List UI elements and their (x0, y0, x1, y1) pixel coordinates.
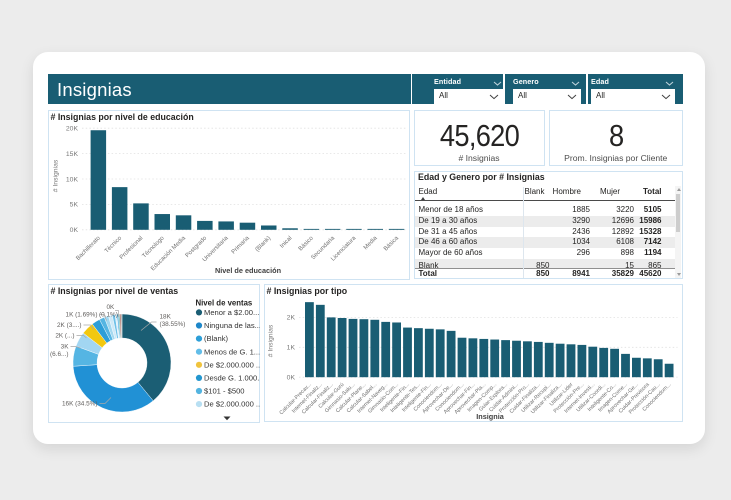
svg-text:Media: Media (363, 235, 379, 251)
svg-text:Inical: Inical (279, 235, 293, 249)
svg-text:3K: 3K (61, 344, 70, 351)
svg-text:1K: 1K (286, 345, 295, 352)
svg-text:18K: 18K (160, 314, 172, 321)
svg-text:De $2.000.000 ...: De $2.000.000 ... (204, 400, 260, 409)
svg-text:5K: 5K (70, 202, 79, 209)
svg-text:Primaria: Primaria (231, 235, 252, 256)
svg-text:10K: 10K (66, 176, 79, 183)
svg-text:15K: 15K (66, 151, 79, 158)
svg-text:Menor a $2.00...: Menor a $2.00... (204, 308, 259, 317)
svg-text:# Insignias por tipo: # Insignias por tipo (266, 286, 347, 296)
svg-text:Ninguna de las...: Ninguna de las... (204, 321, 260, 330)
svg-text:# Insignias por nivel de venta: # Insignias por nivel de ventas (51, 286, 179, 296)
svg-text:2K (...): 2K (...) (55, 333, 74, 340)
svg-text:$101 - $500: $101 - $500 (204, 387, 245, 396)
svg-text:2K (3....): 2K (3....) (57, 322, 82, 329)
svg-text:(Blank): (Blank) (255, 235, 273, 253)
svg-text:Menos de G. 1....: Menos de G. 1.... (204, 347, 260, 356)
svg-text:De $2.000.000 ...: De $2.000.000 ... (204, 360, 260, 369)
svg-text:Insignia: Insignia (476, 412, 505, 421)
svg-text:0K: 0K (70, 227, 79, 234)
svg-text:0K: 0K (107, 304, 116, 311)
svg-text:# Insignias: # Insignias (53, 159, 60, 192)
svg-text:Nivel de educación: Nivel de educación (215, 266, 281, 275)
svg-text:16K (34.5%): 16K (34.5%) (62, 401, 98, 408)
svg-text:Nivel de ventas: Nivel de ventas (196, 299, 253, 308)
svg-text:(6.6...): (6.6...) (50, 351, 68, 358)
svg-text:2K: 2K (286, 315, 295, 322)
svg-text:(0.1%): (0.1%) (99, 312, 118, 319)
svg-text:# Insignias por nivel de educa: # Insignias por nivel de educación (51, 112, 194, 122)
svg-text:Técnico: Técnico (104, 235, 124, 255)
svg-text:0K: 0K (286, 375, 295, 382)
svg-text:Bachillerato: Bachillerato (75, 235, 102, 262)
svg-text:Básico: Básico (298, 235, 315, 252)
svg-text:(38.55%): (38.55%) (160, 321, 186, 328)
svg-text:Desde G. 1.000...: Desde G. 1.000... (204, 374, 260, 383)
svg-text:# Insignias: # Insignias (267, 324, 274, 357)
svg-text:20K: 20K (66, 126, 79, 133)
svg-text:(Blank): (Blank) (204, 334, 229, 343)
svg-text:Básica: Básica (383, 235, 400, 252)
svg-text:Profesional: Profesional (119, 235, 144, 260)
svg-text:1K (1.69%): 1K (1.69%) (66, 312, 98, 319)
